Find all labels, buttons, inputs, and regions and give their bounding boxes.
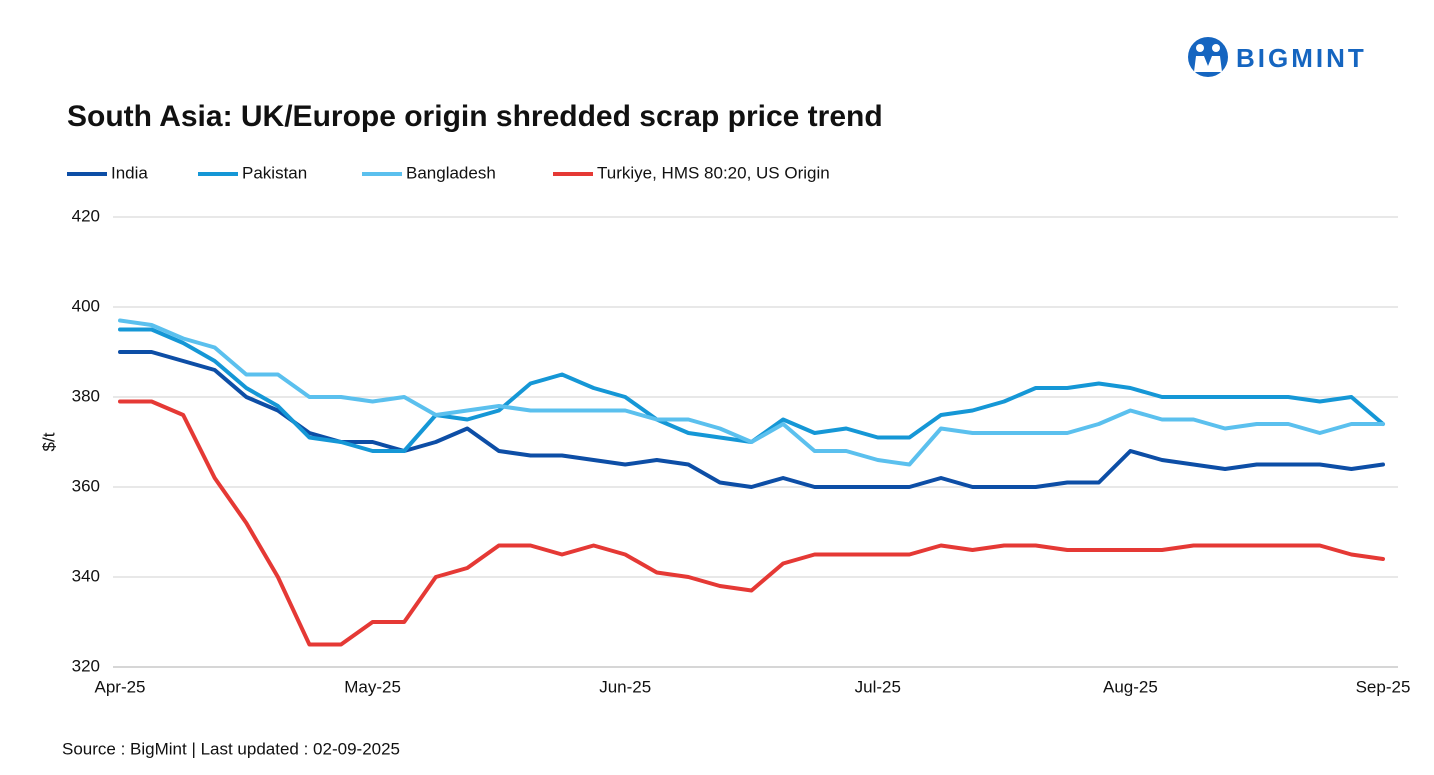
- legend-label: Bangladesh: [406, 163, 496, 182]
- series-line: [118, 399, 1385, 647]
- legend: India Pakistan Bangladesh Turkiye, HMS 80:2…: [67, 163, 830, 182]
- chart-title: South Asia: UK/Europe origin shredded sc…: [67, 100, 883, 133]
- series-line: [118, 318, 1385, 467]
- y-tick-label: 320: [72, 656, 100, 675]
- x-tick-label: Jul-25: [855, 677, 901, 696]
- x-tick-label: Sep-25: [1356, 677, 1411, 696]
- logo: BIGMINT: [1236, 43, 1367, 73]
- y-tick-label: 400: [72, 296, 100, 315]
- y-tick-label: 360: [72, 476, 100, 495]
- x-tick-label: Apr-25: [94, 677, 145, 696]
- x-tick-label: Aug-25: [1103, 677, 1158, 696]
- lines: [118, 318, 1385, 647]
- y-axis-label: $/t: [39, 432, 58, 451]
- legend-label: Pakistan: [242, 163, 307, 182]
- source-note: Source : BigMint | Last updated : 02-09-…: [62, 739, 400, 758]
- legend-label: Turkiye, HMS 80:20, US Origin: [597, 163, 830, 182]
- legend-label: India: [111, 163, 148, 182]
- y-tick-label: 340: [72, 566, 100, 585]
- x-tick-label: May-25: [344, 677, 401, 696]
- logo-icon: [1188, 37, 1228, 77]
- y-tick-label: 380: [72, 386, 100, 405]
- x-tick-label: Jun-25: [599, 677, 651, 696]
- y-tick-label: 420: [72, 206, 100, 225]
- grid: 320 340 360 380 400 420 Apr-25 May-25 Jun-25 Jul-…: [72, 206, 1411, 696]
